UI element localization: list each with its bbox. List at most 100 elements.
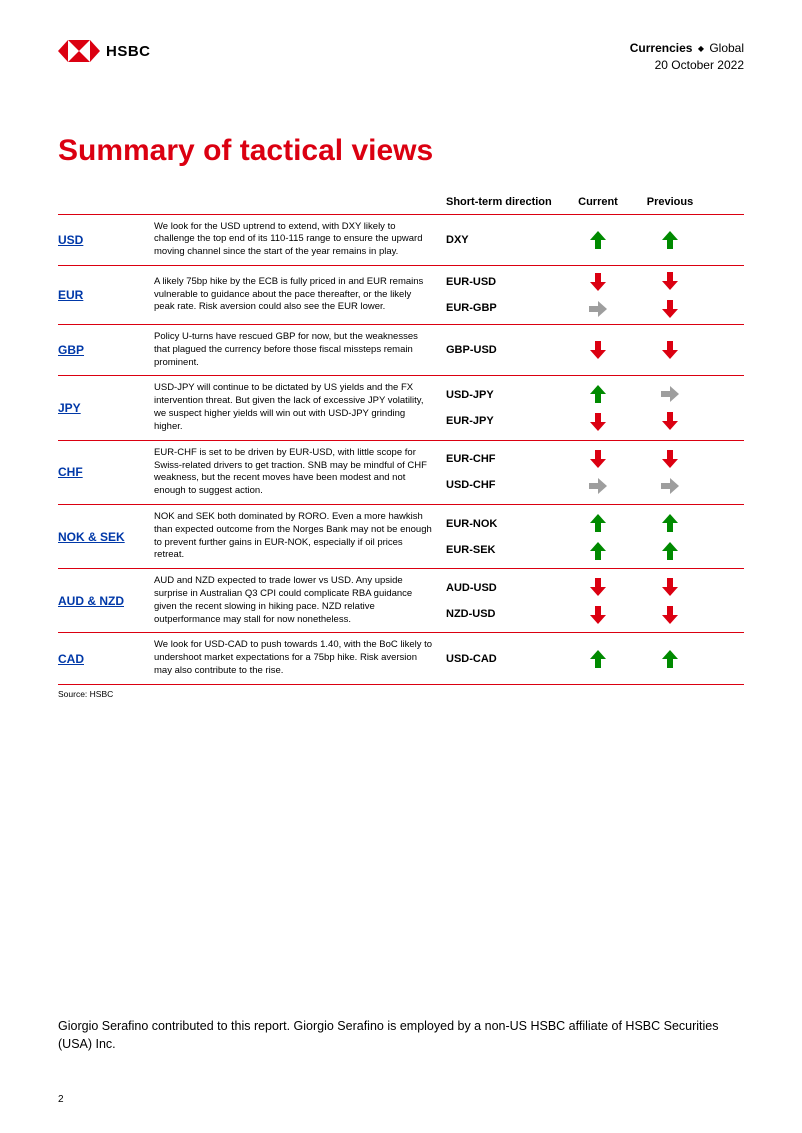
tactical-views-table: Short-term direction Current Previous US… — [58, 196, 744, 685]
current-arrows — [568, 650, 628, 668]
pair-label: EUR-NOK — [446, 518, 556, 530]
arrow-flat-icon — [589, 301, 607, 317]
pair-label: EUR-CHF — [446, 453, 556, 465]
previous-arrows — [640, 450, 700, 494]
table-row: NOK & SEK NOK and SEK both dominated by R… — [58, 504, 744, 568]
arrow-up-icon — [662, 231, 678, 249]
pair-column: AUD-USD NZD-USD — [446, 582, 556, 620]
previous-arrows — [640, 386, 700, 430]
pair-label: EUR-JPY — [446, 415, 556, 427]
pair-label: EUR-SEK — [446, 544, 556, 556]
arrow-down-icon — [662, 578, 678, 596]
arrow-up-icon — [590, 385, 606, 403]
arrow-up-icon — [590, 231, 606, 249]
arrow-down-icon — [662, 272, 678, 290]
pair-label: USD-CAD — [446, 653, 556, 665]
pair-label: NZD-USD — [446, 608, 556, 620]
row-description: USD-JPY will continue to be dictated by … — [154, 382, 434, 433]
pair-label: DXY — [446, 234, 556, 246]
arrow-up-icon — [590, 514, 606, 532]
previous-arrows — [640, 272, 700, 318]
row-description: EUR-CHF is set to be driven by EUR-USD, … — [154, 447, 434, 498]
pair-column: EUR-USD EUR-GBP — [446, 276, 556, 314]
currency-link[interactable]: CAD — [58, 652, 142, 666]
separator-icon: ◆ — [696, 44, 706, 53]
table-row: AUD & NZD AUD and NZD expected to trade l… — [58, 568, 744, 632]
arrow-flat-icon — [589, 478, 607, 494]
table-row: JPY USD-JPY will continue to be dictated … — [58, 375, 744, 439]
header-region: Global — [709, 41, 744, 55]
arrow-up-icon — [662, 514, 678, 532]
current-arrows — [568, 578, 628, 624]
current-arrows — [568, 273, 628, 317]
currency-link[interactable]: GBP — [58, 343, 142, 357]
page-title: Summary of tactical views — [58, 134, 744, 168]
arrow-down-icon — [590, 450, 606, 468]
pair-column: GBP-USD — [446, 344, 556, 356]
arrow-up-icon — [662, 542, 678, 560]
pair-column: USD-CAD — [446, 653, 556, 665]
brand-logo: HSBC — [58, 40, 151, 62]
pair-column: USD-JPY EUR-JPY — [446, 389, 556, 427]
table-row: EUR A likely 75bp hike by the ECB is full… — [58, 265, 744, 324]
arrow-down-icon — [590, 606, 606, 624]
arrow-down-icon — [662, 606, 678, 624]
col-previous: Previous — [640, 196, 700, 208]
table-row: GBP Policy U-turns have rescued GBP for n… — [58, 324, 744, 375]
arrow-down-icon — [662, 300, 678, 318]
currency-link[interactable]: USD — [58, 233, 142, 247]
table-header: Short-term direction Current Previous — [58, 196, 744, 214]
currency-link[interactable]: NOK & SEK — [58, 530, 142, 544]
arrow-up-icon — [590, 650, 606, 668]
brand-name: HSBC — [106, 43, 151, 60]
row-description: We look for the USD uptrend to extend, w… — [154, 221, 434, 259]
current-arrows — [568, 341, 628, 359]
row-description: Policy U-turns have rescued GBP for now,… — [154, 331, 434, 369]
pair-label: GBP-USD — [446, 344, 556, 356]
col-current: Current — [568, 196, 628, 208]
arrow-down-icon — [590, 273, 606, 291]
arrow-down-icon — [662, 450, 678, 468]
previous-arrows — [640, 650, 700, 668]
hsbc-logo-icon — [58, 40, 100, 62]
row-description: A likely 75bp hike by the ECB is fully p… — [154, 276, 434, 314]
currency-link[interactable]: EUR — [58, 288, 142, 302]
previous-arrows — [640, 578, 700, 624]
row-description: We look for USD-CAD to push towards 1.40… — [154, 639, 434, 677]
table-source: Source: HSBC — [58, 689, 744, 699]
arrow-flat-icon — [661, 386, 679, 402]
arrow-down-icon — [590, 413, 606, 431]
pair-label: EUR-GBP — [446, 302, 556, 314]
current-arrows — [568, 231, 628, 249]
col-short-term: Short-term direction — [446, 196, 556, 208]
arrow-up-icon — [590, 542, 606, 560]
arrow-down-icon — [662, 341, 678, 359]
row-description: AUD and NZD expected to trade lower vs U… — [154, 575, 434, 626]
current-arrows — [568, 385, 628, 431]
pair-label: USD-JPY — [446, 389, 556, 401]
pair-label: AUD-USD — [446, 582, 556, 594]
table-row: CAD We look for USD-CAD to push towards 1… — [58, 632, 744, 684]
footer-disclosure: Giorgio Serafino contributed to this rep… — [58, 1017, 744, 1053]
currency-link[interactable]: AUD & NZD — [58, 594, 142, 608]
previous-arrows — [640, 231, 700, 249]
pair-label: EUR-USD — [446, 276, 556, 288]
arrow-down-icon — [590, 341, 606, 359]
pair-column: DXY — [446, 234, 556, 246]
table-row: USD We look for the USD uptrend to extend… — [58, 214, 744, 265]
row-description: NOK and SEK both dominated by RORO. Even… — [154, 511, 434, 562]
arrow-down-icon — [662, 412, 678, 430]
table-row: CHF EUR-CHF is set to be driven by EUR-US… — [58, 440, 744, 504]
current-arrows — [568, 450, 628, 494]
arrow-up-icon — [662, 650, 678, 668]
header-category: Currencies — [630, 41, 693, 55]
currency-link[interactable]: JPY — [58, 401, 142, 415]
pair-column: EUR-NOK EUR-SEK — [446, 518, 556, 556]
previous-arrows — [640, 514, 700, 560]
header-meta: Currencies ◆ Global 20 October 2022 — [630, 40, 744, 74]
header-date: 20 October 2022 — [630, 57, 744, 74]
currency-link[interactable]: CHF — [58, 465, 142, 479]
page-number: 2 — [58, 1094, 64, 1105]
pair-column: EUR-CHF USD-CHF — [446, 453, 556, 491]
pair-label: USD-CHF — [446, 479, 556, 491]
